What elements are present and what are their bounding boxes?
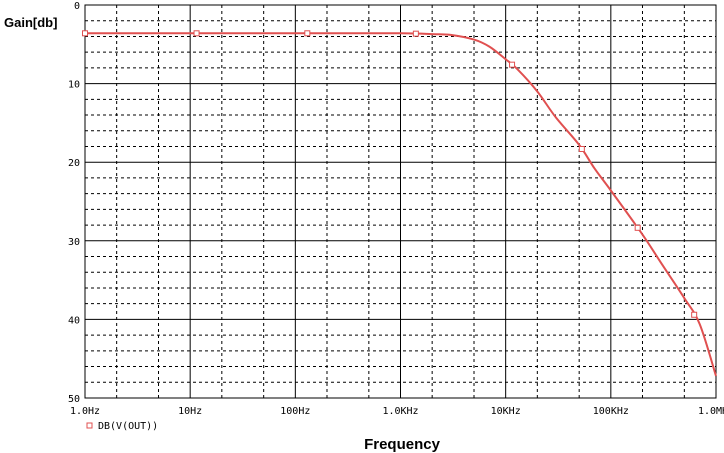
y-axis-label: Gain[db]	[4, 15, 57, 30]
y-tick-label: 20	[68, 158, 80, 169]
x-tick-labels: 1.0Hz 10Hz 100Hz 1.0KHz 10KHz 100KHz 1.0MHz	[70, 406, 724, 417]
x-axis-label: Frequency	[364, 436, 441, 453]
series-marker	[412, 30, 419, 37]
series-marker	[578, 145, 585, 152]
legend-series-name: DB(V(OUT))	[98, 421, 158, 432]
legend: DB(V(OUT))	[86, 421, 158, 432]
plot-frame	[84, 4, 717, 399]
x-tick-label: 1.0MHz	[698, 406, 724, 417]
y-tick-label: 10	[68, 80, 80, 91]
series-marker	[634, 224, 641, 231]
x-tick-label: 1.0Hz	[70, 406, 100, 417]
series-layer	[82, 30, 717, 377]
series-marker	[304, 30, 311, 37]
y-tick-label: 0	[74, 1, 80, 12]
y-tick-label: 40	[68, 315, 80, 326]
y-tick-label: 50	[68, 394, 80, 405]
x-tick-label: 1.0KHz	[382, 406, 418, 417]
series-marker	[82, 30, 88, 37]
x-tick-label: 10KHz	[491, 406, 521, 417]
series-marker	[193, 30, 200, 37]
grid	[85, 5, 716, 398]
x-tick-label: 100Hz	[280, 406, 310, 417]
series-marker	[509, 61, 516, 68]
x-tick-label: 10Hz	[178, 406, 202, 417]
x-tick-label: 100KHz	[593, 406, 629, 417]
y-tick-label: 30	[68, 237, 80, 248]
y-tick-labels: 0 10 20 30 40 50	[68, 1, 80, 405]
series-line	[85, 32, 717, 377]
legend-marker	[86, 422, 93, 429]
series-marker	[691, 311, 698, 318]
